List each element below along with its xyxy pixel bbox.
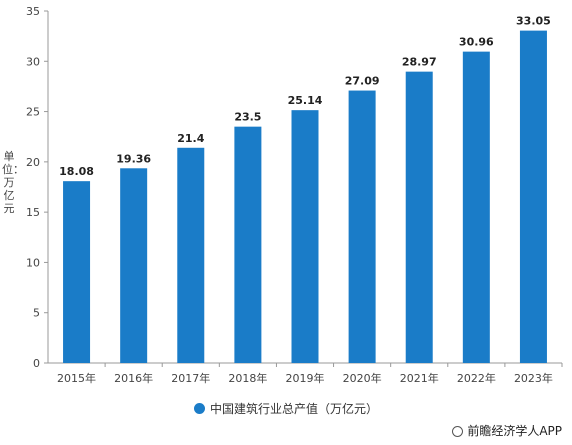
x-tick-label: 2018年 xyxy=(228,371,267,385)
data-label: 27.09 xyxy=(345,75,380,88)
data-label: 18.08 xyxy=(59,165,94,178)
data-label: 21.4 xyxy=(177,132,204,145)
x-tick-label: 2022年 xyxy=(457,371,496,385)
legend: 中国建筑行业总产值（万亿元） xyxy=(0,400,572,417)
source-credit: 前瞻经济学人APP xyxy=(452,422,562,439)
y-tick-label: 25 xyxy=(26,106,40,119)
y-tick-label: 20 xyxy=(26,156,40,169)
data-label: 25.14 xyxy=(288,94,323,107)
y-tick-label: 10 xyxy=(26,256,40,269)
x-tick-label: 2020年 xyxy=(343,371,382,385)
bar xyxy=(348,90,376,363)
y-tick-label: 35 xyxy=(26,5,40,18)
y-tick-label: 5 xyxy=(33,307,40,320)
y-tick-label: 0 xyxy=(33,357,40,370)
legend-label: 中国建筑行业总产值（万亿元） xyxy=(209,402,378,416)
data-label: 28.97 xyxy=(402,56,437,69)
bar xyxy=(519,30,547,364)
data-label: 33.05 xyxy=(516,15,551,28)
x-tick-label: 2021年 xyxy=(400,371,439,385)
bar xyxy=(291,110,319,364)
bar xyxy=(234,126,262,364)
bar xyxy=(405,71,433,364)
x-tick-label: 2019年 xyxy=(286,371,325,385)
x-tick-label: 2023年 xyxy=(514,371,553,385)
data-label: 30.96 xyxy=(459,36,494,49)
y-tick-label: 15 xyxy=(26,206,40,219)
bar xyxy=(63,181,91,363)
logo-icon xyxy=(452,426,464,437)
source-text: 前瞻经济学人APP xyxy=(467,424,562,438)
y-axis-title: 单位：万亿元 xyxy=(2,150,24,215)
x-tick-label: 2017年 xyxy=(171,371,210,385)
data-label: 23.5 xyxy=(234,111,261,124)
bar xyxy=(120,168,148,363)
data-label: 19.36 xyxy=(116,152,151,165)
x-tick-label: 2015年 xyxy=(57,371,96,385)
x-tick-label: 2016年 xyxy=(114,371,153,385)
bar xyxy=(177,147,205,363)
bar xyxy=(462,51,490,363)
legend-swatch xyxy=(193,403,205,414)
y-tick-label: 30 xyxy=(26,55,40,68)
